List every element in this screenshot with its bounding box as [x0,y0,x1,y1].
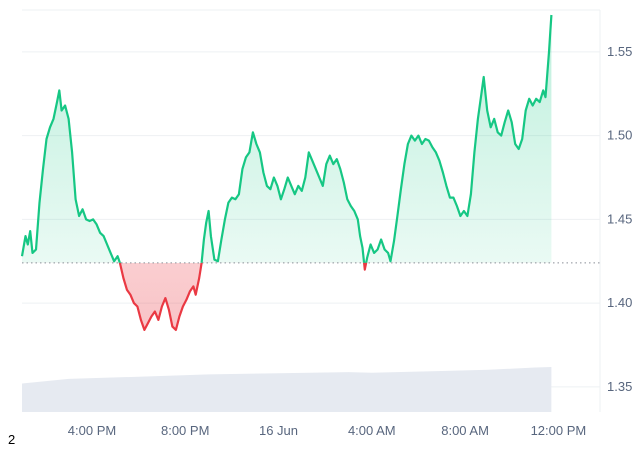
y-tick-label: 1.45 [607,211,632,226]
volume-bar-area [22,367,551,412]
x-tick-label: 8:00 PM [161,423,209,438]
price-line [22,15,551,330]
y-tick-label: 1.40 [607,295,632,310]
x-axis: 4:00 PM 8:00 PM 16 Jun 4:00 AM 8:00 AM 12:00 … [68,423,586,438]
y-tick-label: 1.50 [607,128,632,143]
x-tick-label: 16 Jun [259,423,298,438]
x-tick-label: 4:00 AM [348,423,396,438]
y-tick-label: 1.35 [607,379,632,394]
x-tick-label: 8:00 AM [441,423,489,438]
corner-label: 2 [8,432,15,447]
volume-area [22,367,551,412]
y-tick-label: 1.55 [607,44,632,59]
y-axis: 1.35 1.40 1.45 1.50 1.55 [607,44,632,394]
x-tick-label: 4:00 PM [68,423,116,438]
x-tick-label: 12:00 PM [531,423,587,438]
price-line-up [22,15,551,330]
